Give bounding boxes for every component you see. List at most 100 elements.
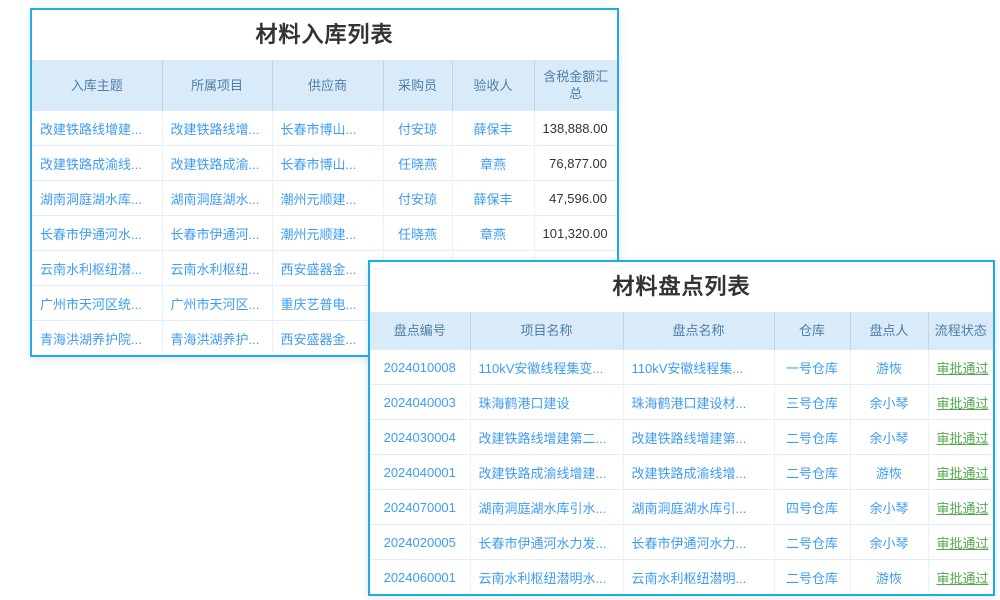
table-cell[interactable]: 潮州元顺建...	[271, 215, 383, 251]
table-cell[interactable]: 湖南洞庭湖水...	[161, 180, 272, 216]
table-cell[interactable]: 改建铁路成渝线...	[32, 145, 162, 181]
table-cell: 138,888.00	[533, 110, 617, 146]
table-cell[interactable]: 青海洪湖养护...	[161, 320, 272, 355]
table-cell[interactable]: 余小琴	[849, 524, 928, 560]
table-row: 2024060001 云南水利枢纽潜明水... 云南水利枢纽潜明... 二号仓库 游恢审…	[370, 559, 993, 594]
column-header-stocktake-id: 盘点编号	[370, 312, 470, 350]
table-cell[interactable]: 审批通过	[927, 384, 993, 420]
stocktake-header-row: 盘点编号 项目名称 盘点名称 仓库 盘点人 流程状态	[370, 312, 993, 350]
table-cell[interactable]: 余小琴	[849, 419, 928, 455]
table-cell[interactable]: 余小琴	[849, 384, 928, 420]
table-row: 2024040003 珠海鹤港口建设 珠海鹤港口建设材... 三号仓库 余小琴 审批通过	[370, 384, 993, 420]
table-row: 改建铁路线增建... 改建铁路线增... 长春市博山... 付安琼 薛保丰 138,888…	[32, 110, 617, 146]
table-cell[interactable]: 云南水利枢纽潜...	[32, 250, 162, 286]
table-cell[interactable]: 任晓燕	[382, 145, 452, 181]
table-cell: 47,596.00	[533, 180, 617, 216]
table-cell[interactable]: 珠海鹤港口建设材...	[622, 384, 774, 420]
table-cell[interactable]: 改建铁路成渝线增建...	[469, 454, 623, 490]
material-stocktake-card: 材料盘点列表 盘点编号 项目名称 盘点名称 仓库 盘点人 流程状态 202401…	[368, 260, 995, 596]
table-cell[interactable]: 云南水利枢纽潜明水...	[469, 559, 623, 594]
table-cell[interactable]: 长春市伊通河...	[161, 215, 272, 251]
table-cell[interactable]: 潮州元顺建...	[271, 180, 383, 216]
table-cell[interactable]: 云南水利枢纽...	[161, 250, 272, 286]
table-cell[interactable]: 游恢	[849, 559, 928, 594]
table-cell[interactable]: 青海洪湖养护院...	[32, 320, 162, 355]
table-cell[interactable]: 2024040001	[370, 454, 470, 490]
column-header-purchaser: 采购员	[382, 60, 452, 111]
column-header-supplier: 供应商	[271, 60, 383, 111]
table-cell[interactable]: 付安琼	[382, 180, 452, 216]
table-cell[interactable]: 2024040003	[370, 384, 470, 420]
table-cell[interactable]: 改建铁路成渝...	[161, 145, 272, 181]
table-cell[interactable]: 改建铁路线增...	[161, 110, 272, 146]
table-row: 2024070001 湖南洞庭湖水库引水... 湖南洞庭湖水库引... 四号仓库 余小琴…	[370, 489, 993, 525]
table-cell[interactable]: 改建铁路线增建第...	[622, 419, 774, 455]
table-cell[interactable]: 游恢	[849, 349, 928, 385]
table-cell[interactable]: 改建铁路成渝线增...	[622, 454, 774, 490]
table-cell[interactable]: 任晓燕	[382, 215, 452, 251]
table-cell[interactable]: 审批通过	[927, 454, 993, 490]
table-cell[interactable]: 审批通过	[927, 489, 993, 525]
table-cell[interactable]: 珠海鹤港口建设	[469, 384, 623, 420]
table-row: 长春市伊通河水... 长春市伊通河... 潮州元顺建... 任晓燕 章燕 101,320.…	[32, 215, 617, 251]
column-header-tax-amount: 含税金额汇总	[533, 60, 617, 111]
column-header-project: 所属项目	[161, 60, 272, 111]
table-cell[interactable]: 改建铁路线增建...	[32, 110, 162, 146]
table-cell[interactable]: 付安琼	[382, 110, 452, 146]
table-cell[interactable]: 二号仓库	[773, 524, 850, 560]
table-cell[interactable]: 2024020005	[370, 524, 470, 560]
table-cell[interactable]: 改建铁路线增建第二...	[469, 419, 623, 455]
table-cell[interactable]: 2024070001	[370, 489, 470, 525]
column-header-workflow-status: 流程状态	[927, 312, 993, 350]
inbound-table-title: 材料入库列表	[255, 22, 394, 47]
table-cell[interactable]: 2024030004	[370, 419, 470, 455]
table-cell[interactable]: 余小琴	[849, 489, 928, 525]
table-cell[interactable]: 章燕	[451, 145, 534, 181]
table-row: 湖南洞庭湖水库... 湖南洞庭湖水... 潮州元顺建... 付安琼 薛保丰 47,596.…	[32, 180, 617, 216]
table-row: 2024040001 改建铁路成渝线增建... 改建铁路成渝线增... 二号仓库 游恢审…	[370, 454, 993, 490]
table-cell[interactable]: 2024060001	[370, 559, 470, 594]
table-cell[interactable]: 长春市伊通河水力发...	[469, 524, 623, 560]
table-cell[interactable]: 审批通过	[927, 419, 993, 455]
table-cell[interactable]: 重庆艺普电...	[271, 285, 383, 321]
table-cell: 101,320.00	[533, 215, 617, 251]
table-cell[interactable]: 湖南洞庭湖水库引...	[622, 489, 774, 525]
table-cell[interactable]: 三号仓库	[773, 384, 850, 420]
table-cell[interactable]: 长春市博山...	[271, 110, 383, 146]
table-cell[interactable]: 湖南洞庭湖水库引水...	[469, 489, 623, 525]
table-cell[interactable]: 湖南洞庭湖水库...	[32, 180, 162, 216]
table-cell[interactable]: 二号仓库	[773, 454, 850, 490]
table-cell[interactable]: 西安盛器金...	[271, 320, 383, 355]
table-cell[interactable]: 广州市天河区...	[161, 285, 272, 321]
table-cell[interactable]: 110kV安徽线程集变...	[469, 349, 623, 385]
table-cell[interactable]: 薛保丰	[451, 180, 534, 216]
table-cell[interactable]: 2024010008	[370, 349, 470, 385]
table-cell[interactable]: 云南水利枢纽潜明...	[622, 559, 774, 594]
column-header-inspector: 验收人	[451, 60, 534, 111]
column-header-stocktaker: 盘点人	[849, 312, 928, 350]
table-cell[interactable]: 西安盛器金...	[271, 250, 383, 286]
table-cell[interactable]: 110kV安徽线程集...	[622, 349, 774, 385]
table-cell[interactable]: 二号仓库	[773, 419, 850, 455]
stocktake-table-title: 材料盘点列表	[612, 274, 751, 299]
column-header-inbound-subject: 入库主题	[32, 60, 162, 111]
table-cell[interactable]: 薛保丰	[451, 110, 534, 146]
table-cell[interactable]: 章燕	[451, 215, 534, 251]
table-cell: 76,877.00	[533, 145, 617, 181]
table-cell[interactable]: 长春市伊通河水力...	[622, 524, 774, 560]
table-cell[interactable]: 审批通过	[927, 524, 993, 560]
table-cell[interactable]: 一号仓库	[773, 349, 850, 385]
inbound-header-row: 入库主题 所属项目 供应商 采购员 验收人 含税金额汇总	[32, 60, 617, 111]
table-cell[interactable]: 四号仓库	[773, 489, 850, 525]
table-cell[interactable]: 二号仓库	[773, 559, 850, 594]
column-header-warehouse: 仓库	[773, 312, 850, 350]
table-cell[interactable]: 广州市天河区统...	[32, 285, 162, 321]
column-header-stocktake-name: 盘点名称	[622, 312, 774, 350]
table-cell[interactable]: 长春市博山...	[271, 145, 383, 181]
table-row: 2024010008 110kV安徽线程集变... 110kV安徽线程集... 一号仓…	[370, 349, 993, 385]
table-cell[interactable]: 游恢	[849, 454, 928, 490]
table-cell[interactable]: 审批通过	[927, 559, 993, 594]
table-cell[interactable]: 审批通过	[927, 349, 993, 385]
table-cell[interactable]: 长春市伊通河水...	[32, 215, 162, 251]
